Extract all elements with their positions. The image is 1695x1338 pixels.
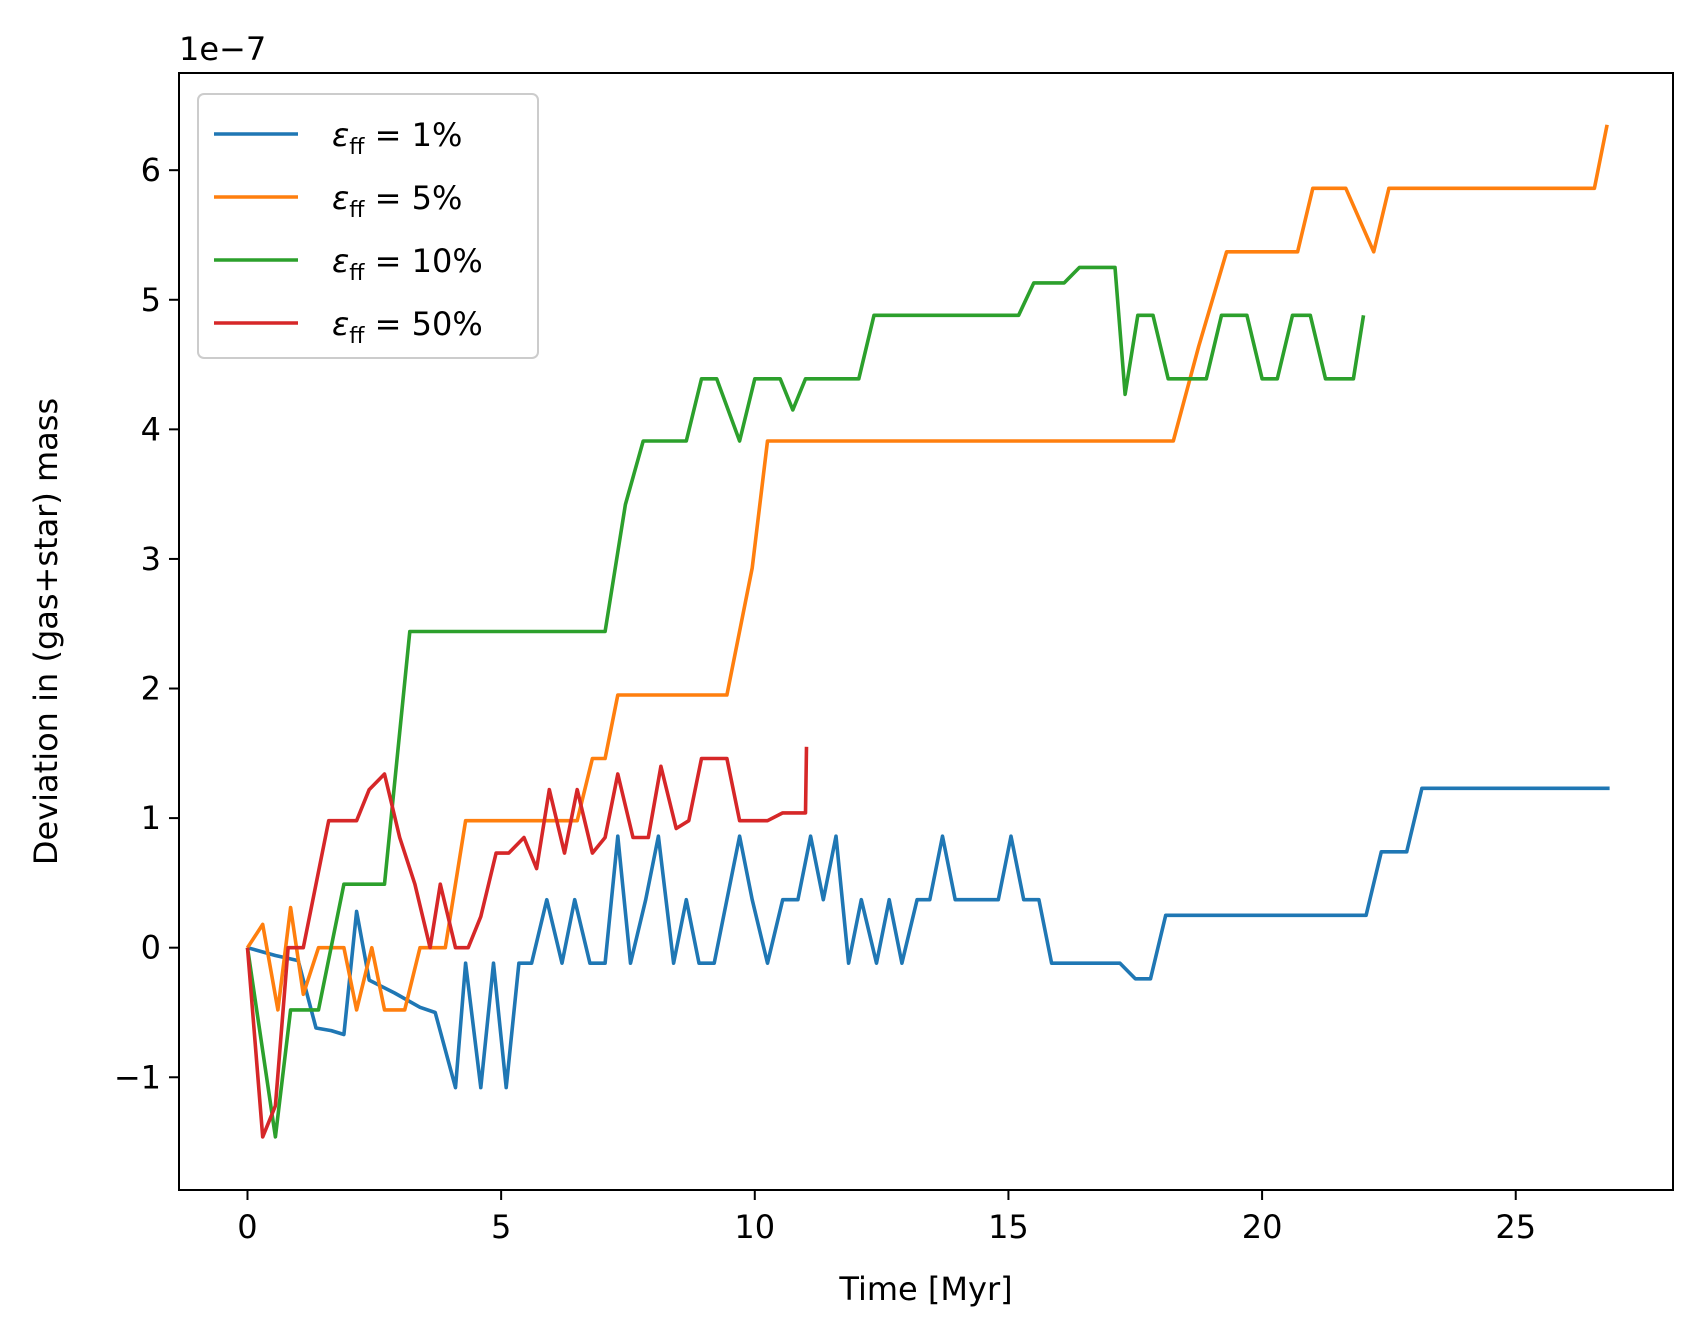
series-layer	[245, 124, 1610, 1139]
series-line-1	[247, 786, 1610, 1090]
legend-box	[197, 93, 539, 359]
y-axis-offset-label: 1e−7	[179, 30, 266, 68]
series-line-3	[245, 265, 1366, 1139]
y-axis-label: Deviation in (gas+star) mass	[27, 398, 65, 865]
x-tick-label: 0	[237, 1208, 257, 1246]
y-tick-label: 0	[141, 929, 161, 967]
legend-entry-label: εff = 50%	[332, 305, 483, 349]
legend: εff = 1% εff = 5% εff = 10% εff = 50%	[197, 93, 539, 359]
x-tick-label: 10	[734, 1208, 775, 1246]
y-tick-label: −1	[114, 1058, 161, 1096]
plot-frame	[178, 72, 1674, 1191]
y-tick-label: 3	[141, 540, 161, 578]
x-tick-label: 25	[1495, 1208, 1536, 1246]
y-tick-label: 5	[141, 281, 161, 319]
y-tick-label: 2	[141, 670, 161, 708]
legend-entry-label: εff = 5%	[332, 179, 462, 223]
y-tick-label: 1	[141, 799, 161, 837]
x-tick-label: 15	[988, 1208, 1029, 1246]
x-axis-label: Time [Myr]	[838, 1270, 1012, 1308]
series-line-2	[245, 124, 1609, 1012]
y-tick-label: 6	[141, 151, 161, 189]
x-axis-ticks: 0 5 10 15 20 25	[237, 1190, 1536, 1246]
x-tick-label: 5	[491, 1208, 511, 1246]
legend-entry-label: εff = 1%	[332, 116, 462, 160]
x-tick-label: 20	[1242, 1208, 1283, 1246]
legend-entry-label: εff = 10%	[332, 242, 483, 286]
series-line-4	[245, 746, 809, 1139]
y-axis-ticks: −1 0 1 2 3 4 5 6	[114, 151, 179, 1096]
y-tick-label: 4	[141, 410, 161, 448]
